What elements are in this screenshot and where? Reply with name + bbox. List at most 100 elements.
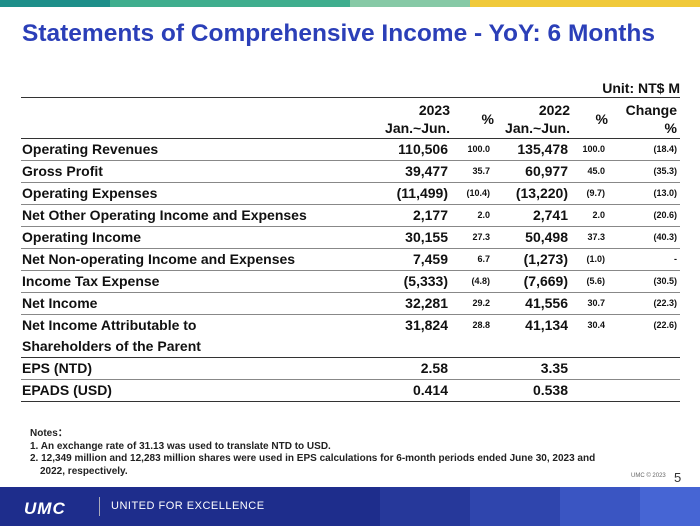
umc-logo: UMC [24, 499, 66, 518]
change-pct: (40.3) [653, 232, 677, 242]
value-2023: (11,499) [396, 185, 448, 201]
header-change-unit: % [664, 120, 677, 136]
change-pct: (35.3) [653, 166, 677, 176]
table-row: Operating Revenues 110,506 100.0 135,478… [21, 139, 680, 161]
table-row: EPADS (USD) 0.414 0.538 [21, 380, 680, 402]
table-row: Net Other Operating Income and Expenses … [21, 205, 680, 227]
footer-tagline: UNITED FOR EXCELLENCE [111, 500, 265, 512]
row-label: EPADS (USD) [22, 382, 112, 398]
table-row: Net Income Attributable to 31,824 28.8 4… [21, 315, 680, 336]
value-2022: (1,273) [523, 251, 568, 267]
change-pct: (20.6) [653, 210, 677, 220]
change-pct: (22.6) [653, 320, 677, 330]
header-pct-2023: % [481, 111, 494, 127]
pct-2023: (4.8) [471, 276, 490, 286]
value-2022: 0.538 [532, 382, 568, 398]
value-2022: (13,220) [515, 185, 568, 201]
change-pct: (30.5) [653, 276, 677, 286]
value-2022: 135,478 [517, 141, 568, 157]
value-2023: (5,333) [403, 273, 448, 289]
header-period-2022: Jan.~Jun. [505, 120, 570, 136]
value-2022: 41,556 [525, 295, 568, 311]
header-change: Change % [626, 101, 677, 137]
row-label: Operating Expenses [22, 185, 158, 201]
row-label: Net Income Attributable to [22, 317, 197, 333]
page-number: 5 [674, 470, 682, 485]
row-label: Net Non-operating Income and Expenses [22, 251, 296, 267]
unit-label: Unit: NT$ M [602, 80, 680, 96]
top-accent-bar [0, 0, 700, 7]
value-2023: 7,459 [412, 251, 448, 267]
footer-shade [640, 487, 700, 526]
value-2023: 31,824 [405, 317, 448, 333]
row-label: Shareholders of the Parent [22, 338, 201, 354]
accent-segment-light-green [350, 0, 470, 7]
pct-2023: 27.3 [472, 232, 490, 242]
header-2023: 2023 Jan.~Jun. [385, 101, 450, 137]
notes-heading: Notes： [30, 428, 68, 439]
pct-2022: 100.0 [582, 144, 605, 154]
pct-2023: 2.0 [477, 210, 490, 220]
value-2023: 30,155 [405, 229, 448, 245]
pct-2022: 2.0 [592, 210, 605, 220]
row-label: Income Tax Expense [22, 273, 160, 289]
pct-2023: 6.7 [477, 254, 490, 264]
header-year-2022: 2022 [538, 102, 570, 118]
pct-2022: (5.6) [586, 276, 605, 286]
value-2023: 39,477 [405, 163, 448, 179]
footer-bar: UMC UNITED FOR EXCELLENCE [0, 487, 700, 526]
value-2022: (7,669) [523, 273, 568, 289]
header-change-label: Change [625, 102, 677, 118]
row-label: Gross Profit [22, 163, 103, 179]
change-pct: (18.4) [653, 144, 677, 154]
accent-segment-green [110, 0, 350, 7]
value-2023: 0.414 [412, 382, 448, 398]
header-2022: 2022 Jan.~Jun. [505, 101, 570, 137]
note-item: 2. 12,349 million and 12,283 million sha… [30, 453, 596, 464]
pct-2022: 37.3 [587, 232, 605, 242]
table-row: Shareholders of the Parent [21, 336, 680, 358]
table-row: Operating Expenses (11,499) (10.4) (13,2… [21, 183, 680, 205]
row-label: Net Income [22, 295, 98, 311]
change-pct: - [674, 254, 677, 264]
pct-2023: (10.4) [466, 188, 490, 198]
slide-title: Statements of Comprehensive Income - YoY… [22, 20, 656, 47]
accent-segment-yellow [470, 0, 700, 7]
pct-2022: 30.7 [587, 298, 605, 308]
pct-2022: 45.0 [587, 166, 605, 176]
row-label: Net Other Operating Income and Expenses [22, 207, 307, 223]
header-period-2023: Jan.~Jun. [385, 120, 450, 136]
table-row: EPS (NTD) 2.58 3.35 [21, 358, 680, 380]
value-2022: 50,498 [525, 229, 568, 245]
value-2023: 110,506 [398, 141, 448, 157]
pct-2023: 28.8 [472, 320, 490, 330]
copyright: UMC © 2023 [631, 473, 666, 479]
pct-2023: 35.7 [472, 166, 490, 176]
pct-2023: 100.0 [467, 144, 490, 154]
change-pct: (22.3) [653, 298, 677, 308]
note-item: 2022, respectively. [40, 465, 128, 477]
value-2022: 3.35 [540, 360, 568, 376]
value-2023: 32,281 [405, 295, 448, 311]
pct-2022: (1.0) [586, 254, 605, 264]
accent-segment-teal [0, 0, 110, 7]
table-row: Gross Profit 39,477 35.7 60,977 45.0 (35… [21, 161, 680, 183]
income-statement-table: 2023 Jan.~Jun. % 2022 Jan.~Jun. % Change… [21, 97, 680, 402]
value-2022: 41,134 [525, 317, 568, 333]
table-row: Operating Income 30,155 27.3 50,498 37.3… [21, 227, 680, 249]
pct-2022: 30.4 [587, 320, 605, 330]
table-header: 2023 Jan.~Jun. % 2022 Jan.~Jun. % Change… [21, 97, 680, 139]
table-row: Net Income 32,281 29.2 41,556 30.7 (22.3… [21, 293, 680, 315]
row-label: Operating Revenues [22, 141, 159, 157]
pct-2022: (9.7) [586, 188, 605, 198]
header-pct-2022: % [595, 111, 608, 127]
change-pct: (13.0) [653, 188, 677, 198]
notes-section: Notes： 1. An exchange rate of 31.13 was … [30, 428, 595, 478]
note-item: 1. An exchange rate of 31.13 was used to… [30, 440, 331, 452]
row-label: Operating Income [22, 229, 142, 245]
row-label: EPS (NTD) [22, 360, 92, 376]
pct-2023: 29.2 [472, 298, 490, 308]
value-2022: 2,741 [532, 207, 568, 223]
table-row: Income Tax Expense (5,333) (4.8) (7,669)… [21, 271, 680, 293]
value-2023: 2.58 [420, 360, 448, 376]
